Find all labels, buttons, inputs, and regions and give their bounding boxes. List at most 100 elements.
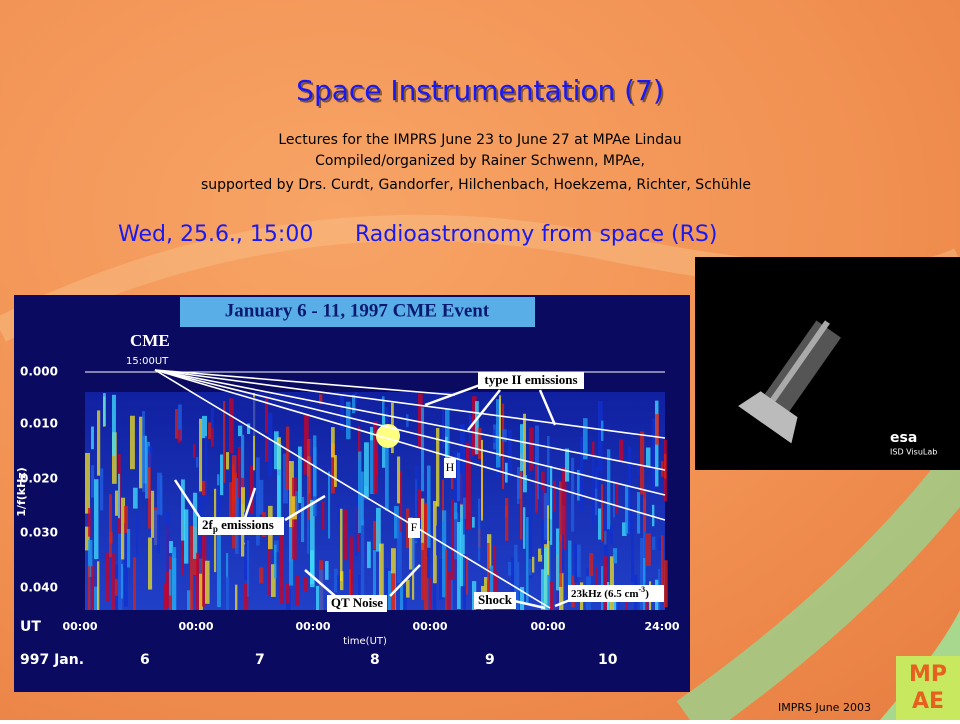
spectrogram-stripe	[559, 481, 562, 542]
annotation-box	[408, 518, 420, 538]
spectrogram-stripe	[544, 493, 548, 540]
spectrogram-stripe	[175, 409, 179, 439]
annotation-part: 2f	[202, 517, 214, 532]
spectrogram-stripe	[514, 544, 518, 610]
footer-logo-box	[896, 656, 960, 720]
arrow	[538, 389, 557, 426]
spectrogram-stripe	[613, 481, 616, 518]
spectrogram-stripe	[400, 470, 403, 532]
spectrogram-stripe	[256, 457, 260, 546]
spectrogram-stripe	[541, 569, 546, 610]
annotation-part: )	[645, 588, 649, 600]
day-label: 9	[485, 652, 495, 668]
spectrogram-stripe	[592, 441, 595, 457]
spectrogram-stripe	[460, 504, 465, 587]
fit-line	[154, 369, 551, 609]
spectrogram-stripe	[97, 561, 100, 610]
spectrogram-stripe	[148, 446, 153, 468]
spectrogram-stripe	[247, 423, 251, 435]
spectrogram-stripe	[643, 490, 647, 532]
spectrogram-stripe	[598, 508, 602, 540]
spectrogram-stripe	[397, 516, 402, 583]
spectrogram-stripe	[112, 552, 115, 610]
inset: esa ISD VisuLab	[695, 257, 960, 470]
spectrogram-stripe	[229, 398, 234, 454]
annotation-box	[568, 585, 664, 602]
y-tick-label: 0.010	[20, 417, 58, 431]
spectrogram-stripe	[457, 521, 461, 609]
spectrogram-stripe	[268, 413, 273, 477]
spectrogram-stripe	[157, 472, 162, 515]
spectrogram-stripe	[409, 517, 414, 570]
spectrogram-stripe	[139, 416, 144, 489]
title-shadow: Space Instrumentation (7)	[298, 76, 666, 109]
spectrogram-stripe	[553, 480, 556, 512]
spectrogram-stripe	[613, 548, 618, 564]
arrow	[509, 598, 546, 610]
fit-line	[154, 369, 666, 471]
spectrogram-stripe	[424, 557, 429, 610]
spectrogram-stripe	[550, 581, 554, 610]
spectrogram-stripe	[217, 474, 220, 486]
spectrogram-stripe	[226, 452, 230, 470]
spectrogram-stripe	[556, 528, 560, 591]
spectrogram-stripe	[523, 475, 527, 493]
arrow	[467, 389, 501, 431]
spectrogram-stripe	[478, 498, 481, 561]
spectrogram-stripe	[607, 449, 611, 530]
spectrogram-stripe	[370, 430, 375, 494]
spectrogram-stripe	[502, 429, 507, 442]
spectrogram-stripe	[310, 550, 315, 584]
spectrogram-stripe	[121, 563, 124, 599]
annotation-box	[478, 372, 584, 389]
spectrogram-stripe	[88, 507, 91, 537]
spectrogram-stripe	[517, 562, 520, 610]
spectrogram-stripe	[235, 478, 239, 554]
annotation: F	[411, 520, 418, 534]
esa-logo: esa	[890, 430, 917, 446]
fit-line	[154, 369, 666, 439]
spectrogram-stripe	[604, 556, 608, 610]
spectrogram-stripe	[220, 454, 224, 496]
spectrogram-stripe	[298, 446, 302, 503]
spectrogram-stripe	[307, 438, 312, 520]
spectrogram-stripe	[178, 404, 182, 441]
figure-title: January 6 - 11, 1997 CME Event	[225, 300, 490, 321]
spectrogram-stripe	[196, 457, 199, 468]
spectrogram-stripe	[406, 508, 410, 549]
spectrogram-stripe	[520, 586, 525, 610]
spectrogram-stripe	[280, 527, 284, 604]
spectrogram-stripe	[562, 534, 565, 572]
spectrogram-stripe	[436, 428, 440, 507]
spectrogram-stripe	[142, 411, 146, 492]
spectrogram-stripe	[103, 393, 106, 426]
spectrogram-stripe	[301, 496, 305, 543]
spectrogram-stripe	[472, 517, 475, 528]
spectrogram-stripe	[640, 431, 645, 495]
spectrogram-stripe	[124, 523, 129, 607]
spectrogram-stripe	[475, 401, 479, 455]
spectrogram-stripe	[130, 415, 135, 470]
spectrogram-stripe	[445, 408, 450, 463]
spectrogram-stripe	[610, 556, 614, 610]
spectrogram-stripe	[556, 589, 560, 610]
spectrogram-stripe	[646, 533, 651, 566]
spectrogram-stripe	[403, 585, 407, 610]
x-tick-label: 00:00	[178, 620, 213, 633]
spectrogram-stripe	[304, 413, 309, 475]
spectrogram-stripe	[628, 446, 632, 533]
annotation: QT Noise	[331, 595, 383, 610]
spectrogram-stripe	[163, 582, 168, 610]
spectrogram-stripe	[115, 578, 118, 596]
spectrogram-stripe	[544, 547, 549, 610]
spectrogram-stripe	[439, 558, 444, 600]
spectrogram-stripe	[652, 536, 656, 550]
spectrogram-stripe	[151, 490, 155, 538]
spectrogram-stripe	[100, 468, 104, 511]
x-axis-label: time(UT)	[343, 636, 387, 647]
spectrogram-stripe	[112, 394, 116, 457]
spectrogram-stripe	[481, 439, 484, 521]
spectrogram-stripe	[154, 510, 159, 546]
spectrogram-stripe	[610, 525, 613, 544]
